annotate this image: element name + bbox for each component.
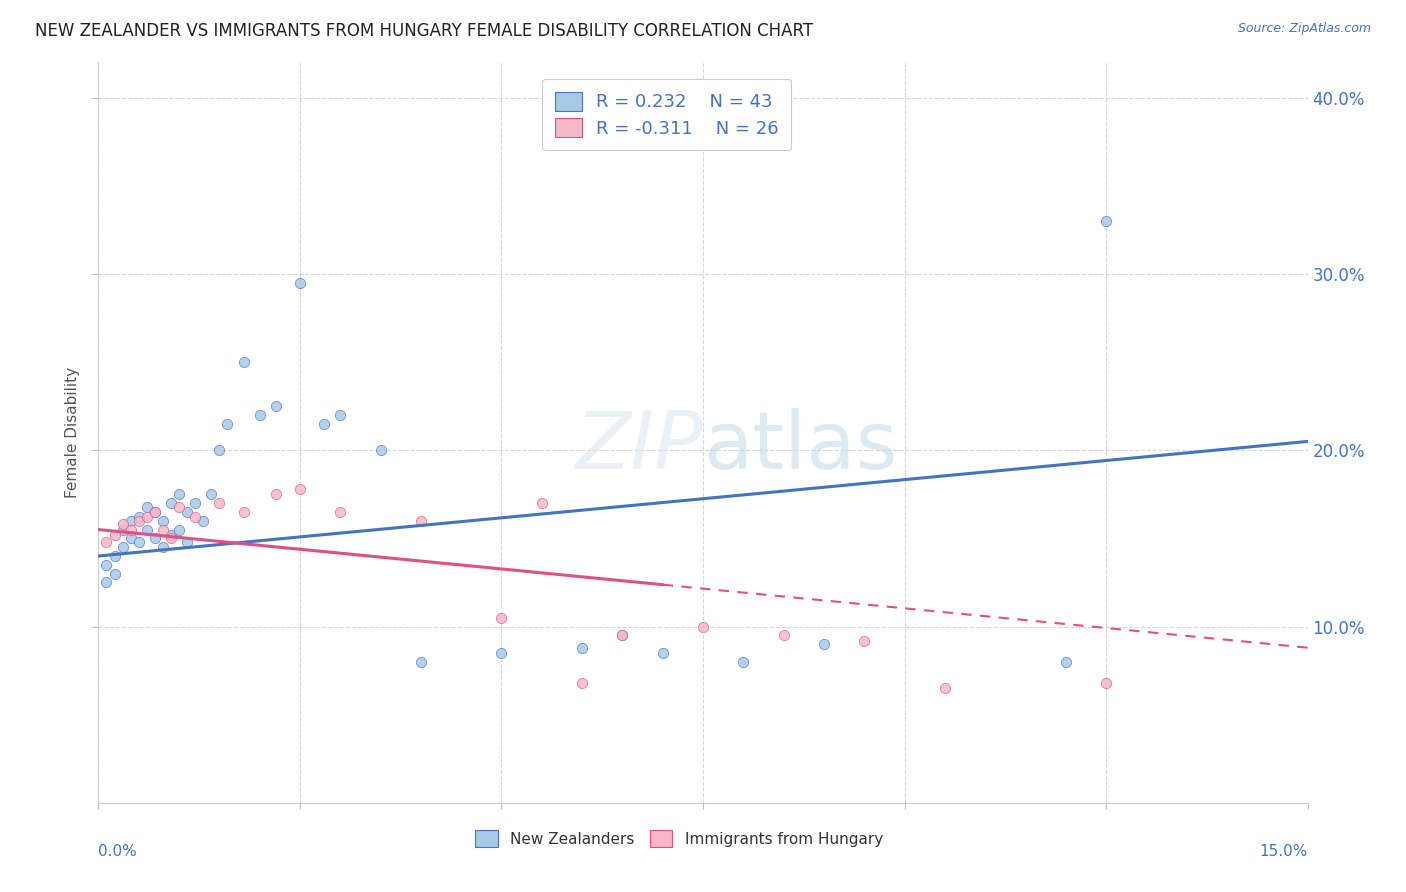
Point [217,417,239,431]
Text: ZIP: ZIP [575,409,703,486]
Point [128,514,150,528]
Legend: New Zealanders, Immigrants from Hungary: New Zealanders, Immigrants from Hungary [467,822,890,855]
Point [160,496,183,510]
Point [135,500,157,514]
Point [103,549,125,563]
Point [200,487,222,501]
Point [491,646,513,660]
Point [571,640,593,655]
Point [128,510,150,524]
Point [264,487,287,501]
Point [733,655,755,669]
Point [160,528,183,542]
Point [184,510,207,524]
Point [167,523,190,537]
Point [96,558,118,572]
Point [264,399,287,413]
Point [96,535,118,549]
Point [208,443,231,458]
Point [314,417,336,431]
Point [232,355,254,369]
Point [103,528,125,542]
Point [135,510,157,524]
Point [167,487,190,501]
Point [152,540,174,554]
Point [612,628,634,642]
Point [120,514,142,528]
Point [934,681,956,696]
Point [853,633,876,648]
Point [249,408,271,422]
Point [103,566,125,581]
Point [135,523,157,537]
Text: atlas: atlas [703,409,897,486]
Point [184,496,207,510]
Point [208,496,231,510]
Point [176,505,198,519]
Y-axis label: Female Disability: Female Disability [65,367,80,499]
Point [288,276,311,290]
Point [1054,655,1077,669]
Point [111,540,134,554]
Point [409,514,432,528]
Point [152,523,174,537]
Point [1095,214,1118,228]
Point [160,532,183,546]
Point [1095,676,1118,690]
Point [571,676,593,690]
Point [128,535,150,549]
Point [143,532,166,546]
Point [491,610,513,624]
Point [120,523,142,537]
Point [152,514,174,528]
Point [409,655,432,669]
Point [772,628,794,642]
Point [232,505,254,519]
Point [813,637,835,651]
Point [167,500,190,514]
Text: 0.0%: 0.0% [98,844,138,858]
Point [612,628,634,642]
Point [530,496,553,510]
Text: NEW ZEALANDER VS IMMIGRANTS FROM HUNGARY FEMALE DISABILITY CORRELATION CHART: NEW ZEALANDER VS IMMIGRANTS FROM HUNGARY… [35,22,813,40]
Point [120,532,142,546]
Point [651,646,673,660]
Point [288,482,311,496]
Point [176,535,198,549]
Point [329,505,352,519]
Point [329,408,352,422]
Point [96,575,118,590]
Point [143,505,166,519]
Point [193,514,215,528]
Point [692,619,714,633]
Text: 15.0%: 15.0% [1260,844,1308,858]
Point [370,443,392,458]
Point [111,523,134,537]
Text: Source: ZipAtlas.com: Source: ZipAtlas.com [1237,22,1371,36]
Point [111,517,134,532]
Point [143,505,166,519]
